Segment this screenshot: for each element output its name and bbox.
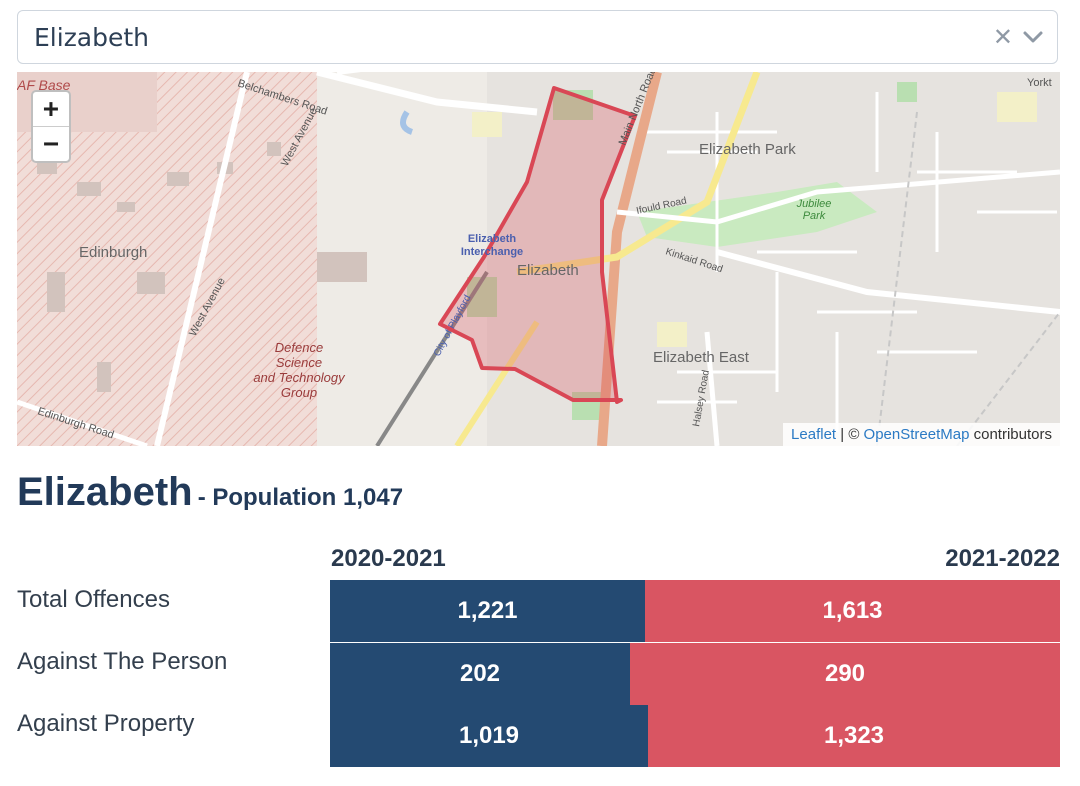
year-header-left: 2020-2021 <box>331 545 446 572</box>
stat-label-property: Against Property <box>17 710 195 737</box>
stat-bar-person: 202 290 <box>330 643 1060 705</box>
map-label-raaf: AF Base <box>17 77 71 93</box>
suburb-name: Elizabeth <box>17 470 193 514</box>
map-label-interchange-1: Elizabeth <box>468 233 517 245</box>
suburb-select[interactable]: Elizabeth ✕ <box>17 10 1058 64</box>
zoom-control: + − <box>31 90 71 163</box>
stat-label-total: Total Offences <box>17 586 170 613</box>
chevron-down-icon[interactable] <box>1021 25 1045 49</box>
map[interactable]: AF Base Belchambers Road West Avenue Wes… <box>17 72 1060 446</box>
stat-bar-segment-2021: 1,613 <box>645 580 1060 642</box>
map-label-jubilee-1: Jubilee <box>796 198 832 210</box>
stat-bar-segment-2020: 202 <box>330 643 630 705</box>
map-tiles: AF Base Belchambers Road West Avenue Wes… <box>17 72 1060 446</box>
map-label-defence-1: Defence <box>275 340 323 355</box>
stat-bar-segment-2020: 1,019 <box>330 705 648 767</box>
year-header-right: 2021-2022 <box>945 545 1060 572</box>
map-label-defence-4: Group <box>281 385 317 400</box>
map-label-interchange-2: Interchange <box>461 246 523 258</box>
map-label-defence-2: Science <box>276 355 322 370</box>
suburb-select-value: Elizabeth <box>34 23 150 52</box>
attribution-contributors: contributors <box>969 426 1052 443</box>
zoom-in-button[interactable]: + <box>33 92 69 127</box>
attribution-separator: | © <box>836 426 864 443</box>
map-label-defence-3: and Technology <box>253 370 346 385</box>
zoom-out-button[interactable]: − <box>43 129 59 159</box>
suburb-boundary[interactable] <box>438 86 637 404</box>
map-label-edinburgh: Edinburgh <box>79 244 147 261</box>
map-label-jubilee-2: Park <box>803 210 826 222</box>
map-label-yorktown: Yorkt <box>1027 77 1052 89</box>
suburb-population: - Population 1,047 <box>197 484 404 511</box>
map-label-elizabeth-park: Elizabeth Park <box>699 141 796 158</box>
stat-bar-total: 1,221 1,613 <box>330 580 1060 642</box>
suburb-heading: Elizabeth - Population 1,047 <box>17 470 403 515</box>
stat-bar-segment-2021: 290 <box>630 643 1060 705</box>
stat-bar-segment-2020: 1,221 <box>330 580 645 642</box>
osm-link[interactable]: OpenStreetMap <box>863 426 970 443</box>
stat-bar-segment-2021: 1,323 <box>648 705 1060 767</box>
stat-bar-property: 1,019 1,323 <box>330 705 1060 767</box>
map-attribution: Leaflet | © OpenStreetMap contributors <box>783 423 1060 446</box>
leaflet-link[interactable]: Leaflet <box>791 426 837 443</box>
map-label-elizabeth: Elizabeth <box>517 262 579 279</box>
map-label-elizabeth-east: Elizabeth East <box>653 349 750 366</box>
stat-label-person: Against The Person <box>17 648 228 675</box>
clear-icon[interactable]: ✕ <box>992 23 1013 51</box>
